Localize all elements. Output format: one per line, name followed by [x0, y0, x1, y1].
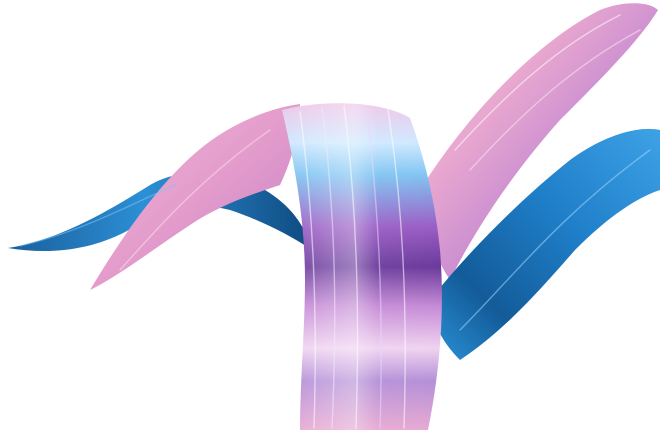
pink-ribbon-top-right	[420, 3, 658, 280]
center-ribbon-sheen	[282, 103, 442, 430]
brush-streaks	[19, 14, 651, 429]
pink-ribbon-left	[90, 104, 300, 290]
